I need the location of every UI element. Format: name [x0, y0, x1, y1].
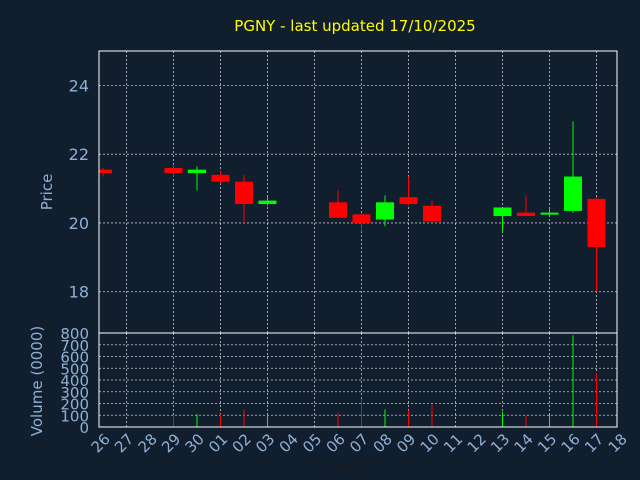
candle-body [587, 198, 606, 248]
candle-body [164, 167, 183, 174]
x-tick-label: 05 [299, 430, 325, 456]
y-axis-label: Price [38, 174, 56, 211]
x-tick-label: 07 [346, 430, 372, 456]
x-tick-label: 10 [417, 430, 443, 456]
x-tick-label: 16 [558, 430, 584, 456]
x-tick-label: 03 [252, 430, 278, 456]
candle-body [211, 174, 230, 182]
x-tick-label: 12 [464, 430, 490, 456]
candle-body [517, 212, 535, 217]
candle-body [352, 214, 371, 223]
candle-body [99, 169, 112, 174]
volume-tick-label: 300 [60, 384, 89, 402]
x-axis-label: Day [333, 458, 363, 476]
candle-body [188, 169, 206, 174]
x-tick-label: 17 [581, 430, 607, 456]
x-tick-label: 02 [229, 430, 255, 456]
price-tick-label: 22 [69, 145, 89, 164]
x-tick-label: 13 [487, 430, 513, 456]
volume-tick-label: 500 [60, 360, 89, 378]
volume-layer [173, 335, 597, 427]
chart-title: PGNY - last updated 17/10/2025 [234, 17, 475, 35]
x-tick-label: 15 [534, 430, 560, 456]
x-tick-label: 29 [158, 430, 184, 456]
label-layer: PGNY - last updated 17/10/2025 Price Vol… [28, 17, 476, 476]
x-tick-label: 18 [605, 430, 631, 456]
x-tick-label: 27 [111, 430, 137, 456]
price-tick-label: 18 [69, 283, 89, 302]
candle-layer [99, 121, 606, 292]
price-tick-label: 24 [69, 76, 89, 95]
candle-body [564, 176, 582, 211]
candle-body [329, 202, 347, 218]
candle-body [258, 200, 277, 205]
x-tick-label: 04 [276, 430, 302, 456]
tick-layer: 2627282930010203040506070809101112131415… [60, 76, 630, 456]
candle-body [399, 197, 418, 205]
volume-tick-label: 800 [60, 325, 89, 343]
volume-tick-label: 400 [60, 372, 89, 390]
volume-panel-frame [98, 332, 618, 428]
price-panel-frame [98, 50, 618, 334]
volume-tick-label: 0 [79, 419, 89, 437]
x-tick-label: 14 [511, 430, 537, 456]
x-tick-label: 06 [323, 430, 349, 456]
x-tick-label: 30 [182, 430, 208, 456]
candle-body [493, 207, 512, 217]
price-tick-label: 20 [69, 214, 89, 233]
x-tick-label: 11 [440, 430, 466, 456]
x-tick-label: 09 [393, 430, 419, 456]
x-tick-label: 28 [135, 430, 161, 456]
candle-body [540, 212, 559, 215]
candle-body [423, 205, 441, 222]
x-tick-label: 26 [88, 430, 114, 456]
candle-body [235, 181, 253, 205]
volume-tick-label: 100 [60, 407, 89, 425]
grid-layer [99, 51, 617, 428]
volume-axis-label: Volume (0000) [28, 326, 46, 436]
volume-tick-label: 600 [60, 349, 89, 367]
frame-layer [98, 50, 618, 428]
x-tick-label: 08 [370, 430, 396, 456]
x-tick-label: 01 [205, 430, 231, 456]
volume-tick-label: 200 [60, 396, 89, 414]
candle-body [376, 202, 394, 220]
volume-tick-label: 700 [60, 337, 89, 355]
